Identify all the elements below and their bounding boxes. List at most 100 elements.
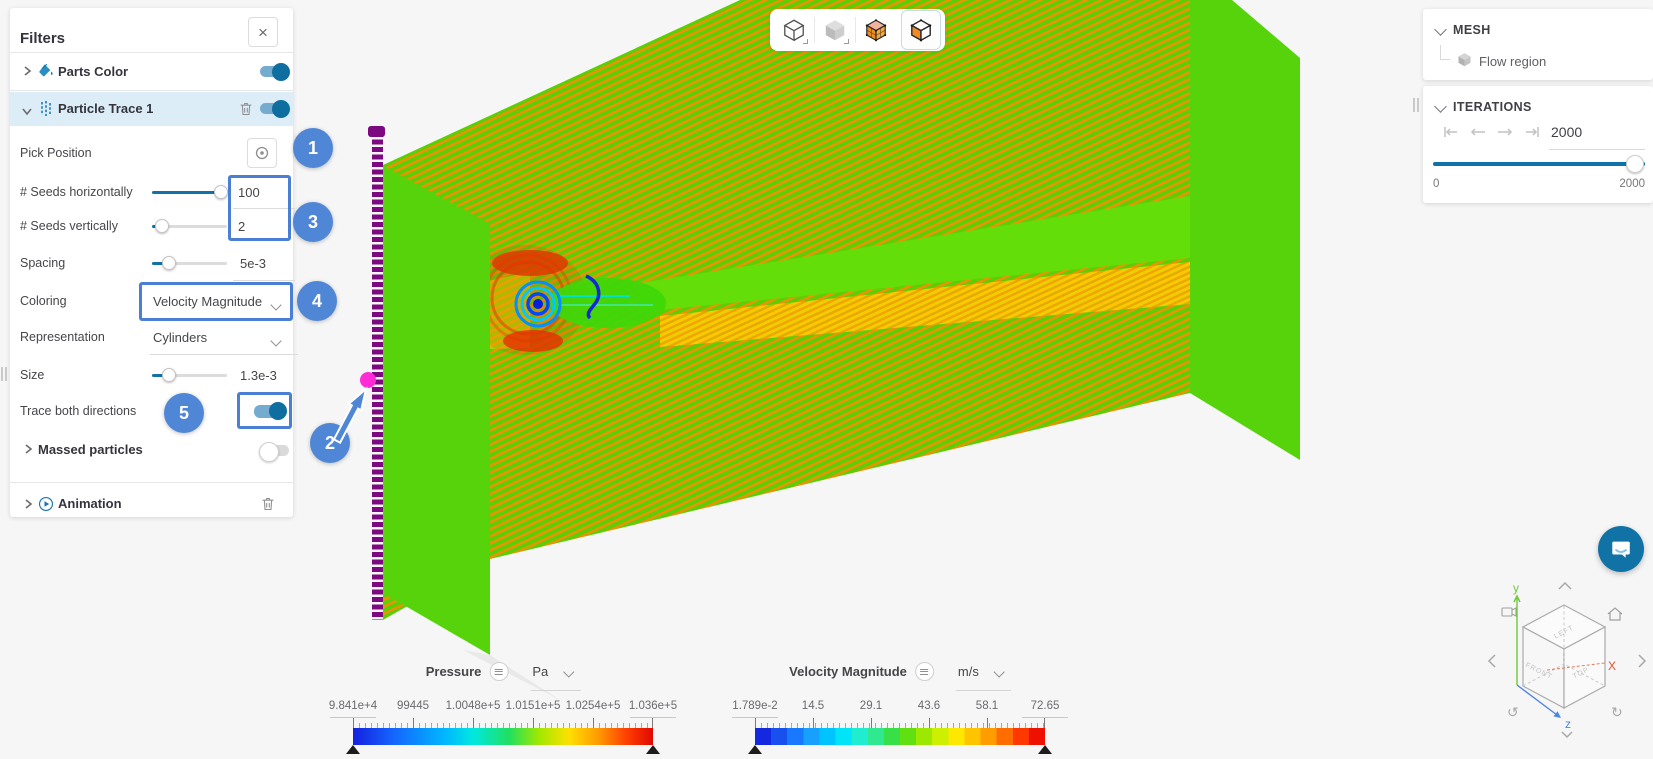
skip-to-start-button[interactable] [1441,124,1463,142]
annotation-badge-5: 5 [164,393,204,433]
home-icon[interactable] [1607,607,1623,621]
parts-color-label[interactable]: Parts Color [58,64,129,79]
annotation-badge-4: 4 [297,281,337,321]
wireframe-cube-icon [783,19,805,42]
velocity-min-label[interactable]: 1.789e-2 [732,700,778,712]
velocity-max-label[interactable]: 72.65 [1030,700,1060,712]
animation-label[interactable]: Animation [58,496,122,511]
size-label: Size [20,368,45,382]
plane-shadow [463,650,560,700]
wireframe-view-button[interactable] [774,10,814,50]
legend-menu-button[interactable] [914,662,934,681]
iteration-input-underline [1549,149,1645,150]
trace-both-label: Trace both directions [20,404,137,418]
pressure-min-label[interactable]: 9.841e+4 [328,700,378,712]
rotate-left-chevron[interactable] [1487,654,1496,668]
size-slider[interactable] [152,368,227,382]
x-axis-label: X [1608,659,1616,673]
panel-resize-handle[interactable] [1,367,7,381]
chevron-down-icon[interactable] [1434,100,1447,113]
chevron-down-icon[interactable] [270,332,282,350]
iteration-slider-knob[interactable] [1626,155,1644,173]
pick-position-button[interactable] [247,138,277,168]
particle-trace-icon [38,100,54,122]
orientation-cube-widget[interactable]: ↺ ↻ LEFT FRONT TOP y z X [1485,578,1650,743]
close-button[interactable]: × [248,17,278,47]
spacing-label: Spacing [20,256,66,270]
parts-color-toggle[interactable] [260,62,290,81]
chevron-right-icon[interactable] [23,442,33,461]
seeds-vertical-label: # Seeds vertically [20,219,118,233]
chevron-right-icon[interactable] [23,497,33,516]
support-chat-button[interactable] [1598,526,1644,572]
pressure-max-label[interactable]: 1.036e+5 [628,700,678,712]
trash-icon[interactable] [238,100,254,122]
velocity-min-handle[interactable] [748,745,762,754]
seeds-vertical-slider[interactable] [152,219,227,233]
pressure-min-handle[interactable] [346,745,360,754]
trace-both-toggle[interactable] [254,401,287,420]
rotate-up-chevron[interactable] [1558,581,1572,590]
view-mode-toolbar [770,9,945,51]
skip-to-end-button[interactable] [1522,124,1544,142]
pressure-tick-marks [353,718,653,728]
representation-label: Representation [20,330,105,344]
iteration-range-min: 0 [1433,178,1440,190]
step-forward-button[interactable] [1495,124,1517,142]
particle-trace-label[interactable]: Particle Trace 1 [58,101,154,116]
panel-resize-handle[interactable] [1413,98,1419,112]
chevron-down-icon [993,665,1005,678]
annotation-badge-2: 2 [310,423,350,463]
roll-cw-button[interactable]: ↻ [1611,704,1623,720]
close-icon: × [258,22,268,42]
representation-select[interactable]: Cylinders [153,330,208,345]
pressure-tick-labels: 9.841e+4 99445 1.0048e+5 1.0151e+5 1.025… [329,700,677,718]
chevron-down-icon[interactable] [21,103,33,121]
step-back-button[interactable] [1468,124,1490,142]
axis-triad: y z X [1513,581,1616,731]
seeds-horizontal-label: # Seeds horizontally [20,185,133,199]
pick-position-label: Pick Position [20,146,92,160]
iteration-slider-track[interactable] [1433,162,1645,166]
rotate-down-chevron[interactable] [1561,731,1573,739]
pressure-colorbar [353,728,653,745]
velocity-unit-select[interactable]: m/s [955,662,1011,691]
roll-ccw-button[interactable]: ↺ [1507,704,1519,720]
chevron-down-icon[interactable] [1434,23,1447,36]
coloring-select[interactable]: Velocity Magnitude [153,294,263,309]
panel-title: Filters [20,30,66,47]
y-axis-label: y [1513,581,1519,595]
solid-view-button[interactable] [901,10,941,50]
velocity-max-handle[interactable] [1038,745,1052,754]
pressure-unit-select[interactable]: Pa [530,662,581,691]
pressure-max-handle[interactable] [646,745,660,754]
massed-particles-label[interactable]: Massed particles [38,442,143,457]
seeds-horizontal-value[interactable]: 100 [238,185,260,200]
trash-icon[interactable] [260,495,276,517]
left-boundary-plane [383,166,490,655]
translucent-view-button[interactable] [815,10,855,50]
fast-stream-region [660,262,1190,347]
iteration-value-input[interactable]: 2000 [1551,124,1583,140]
spacing-value[interactable]: 5e-3 [240,256,267,271]
spacing-slider[interactable] [152,256,227,270]
view-cube[interactable]: LEFT FRONT TOP [1521,604,1607,710]
seeds-horizontal-slider[interactable] [152,185,228,199]
legend-menu-button[interactable] [489,662,509,681]
paint-bucket-icon [37,62,55,85]
seeds-vertical-value[interactable]: 2 [238,219,246,234]
particle-trace-row[interactable] [10,92,293,126]
filters-panel: Filters × Parts Color Particle Trace 1 P… [10,8,298,517]
particle-trace-toggle[interactable] [260,99,290,118]
size-value[interactable]: 1.3e-3 [240,368,277,383]
mesh-item-flow-region[interactable]: Flow region [1479,54,1547,69]
seed-line [360,126,385,620]
rotate-right-chevron[interactable] [1638,654,1647,668]
massed-particles-toggle[interactable] [259,441,289,462]
mesh-view-button[interactable] [856,10,896,50]
iterations-title: ITERATIONS [1453,100,1532,114]
solid-cube-icon [910,19,932,42]
chevron-right-icon[interactable] [22,64,32,83]
camera-icon[interactable] [1501,607,1517,617]
